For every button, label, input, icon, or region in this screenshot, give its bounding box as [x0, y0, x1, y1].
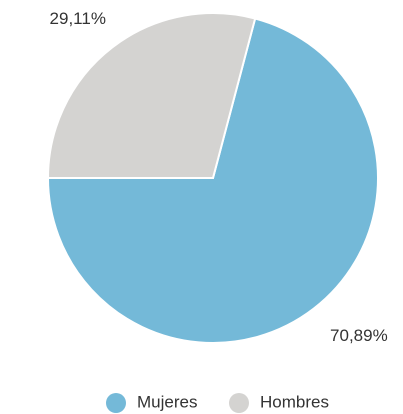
- pie-slice: [46, 12, 257, 179]
- slice-label: 70,89%: [330, 326, 388, 345]
- legend-label: Mujeres: [137, 392, 197, 411]
- pie-slice: [46, 17, 379, 344]
- legend-swatch: [229, 393, 249, 413]
- legend-swatch: [106, 393, 126, 413]
- legend-label: Hombres: [260, 392, 329, 411]
- slice-label: 29,11%: [50, 9, 106, 28]
